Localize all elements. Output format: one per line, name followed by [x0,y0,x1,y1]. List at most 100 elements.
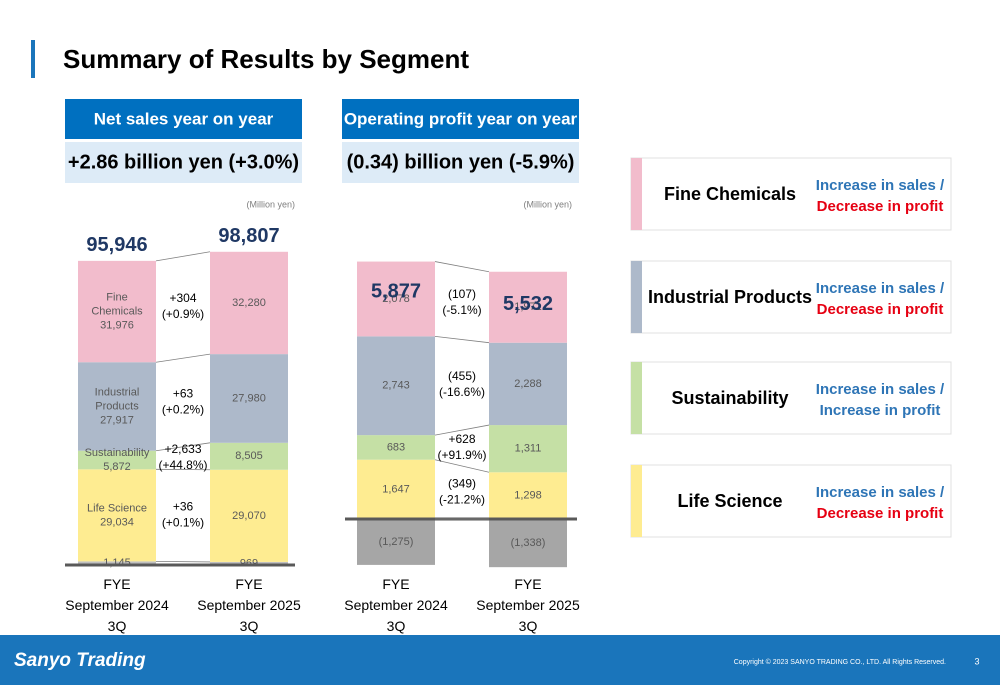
change-annotation: +2,633 (+44.8%) [158,442,207,472]
change-annotation: +304 (+0.9%) [162,291,204,321]
change-annotation: +63 (+0.2%) [162,387,204,417]
segment-value-label: 27,917 [100,414,134,426]
copyright: Copyright © 2023 SANYO TRADING CO., LTD.… [734,658,946,666]
segment-value-label: 1,971 [514,301,542,313]
segment-value-label: 2,288 [514,378,542,390]
page-number: 3 [974,656,979,666]
segment-value-label: 29,070 [232,510,266,522]
segment-value-label: 2,078 [382,293,410,305]
sales-note: Increase in sales / [816,484,945,501]
connector [155,560,211,563]
bar-segment [78,561,156,565]
segment-value-label: 32,280 [232,297,266,309]
segment-value-label: (1,338) [511,537,546,549]
segment-color-strip [631,465,642,537]
connector [434,424,490,436]
bar-segment [210,354,288,443]
bar-segment [78,450,156,470]
bar-segment [78,260,156,363]
bar-segment [78,362,156,451]
segment-panel [630,260,952,334]
segment-value-label: 2,743 [382,380,410,392]
title-accent [31,40,35,78]
summary-box [342,142,579,183]
change-annotation: +628 (+91.9%) [437,432,486,462]
segment-name: Fine Chemicals [91,291,143,317]
change-annotation: (349) (-21.2%) [439,477,485,507]
segment-panel [630,464,952,538]
connector [434,261,490,273]
unit-label: (Million yen) [246,199,295,209]
summary-text: +2.86 billion yen (+3.0%) [68,151,299,173]
bar-segment [489,472,567,519]
connector [155,442,211,452]
unit-label: (Million yen) [523,199,572,209]
profit-note: Decrease in profit [817,198,944,215]
sales-note: Increase in sales / [816,381,945,398]
total-label: 5,877 [371,281,421,303]
segment-color-strip [631,362,642,434]
total-label: 95,946 [86,234,147,256]
segment-color-strip [631,158,642,230]
bar-segment [78,469,156,562]
bar-segment [210,561,288,565]
total-label: 5,532 [503,293,553,315]
connector [434,335,490,344]
change-annotation: (107) (-5.1%) [442,287,481,317]
change-annotation: (455) (-16.6%) [439,369,485,399]
legend-label: Life Science [677,491,782,511]
connector [434,459,490,473]
summary-text: (0.34) billion yen (-5.9%) [347,151,575,173]
bar-segment [357,435,435,460]
segment-value-label: 1,311 [515,443,542,455]
segment-value-label: 5,872 [103,461,131,473]
segment-value-label: 683 [387,441,405,453]
segment-color-strip [631,261,642,333]
total-label: 98,807 [218,225,279,247]
bar-segment [210,442,288,470]
segment-value-label: 31,976 [100,319,134,331]
segment-value-label: 969 [240,557,258,569]
connector [155,353,211,363]
legend-label: Industrial Products [648,287,812,307]
sales-note: Increase in sales / [816,280,945,297]
footer-band [0,635,1000,685]
bar-segment [210,251,288,355]
logo: Sanyo Trading [14,650,146,671]
header-box [342,99,579,139]
bar-segment [357,519,435,565]
segment-value-label: (1,275) [379,536,414,548]
header-box [65,99,302,139]
bar-segment [489,519,567,568]
profit-note: Decrease in profit [817,301,944,318]
x-tick-label: FYE September 2025 3Q [476,576,580,634]
profit-note: Increase in profit [820,402,941,419]
segment-panel [630,361,952,435]
x-tick-label: FYE September 2024 3Q [344,576,448,634]
segment-name: Sustainability [85,447,150,459]
header-text: Operating profit year on year [344,109,578,128]
bar-segment [489,342,567,426]
summary-box [65,142,302,183]
profit-note: Decrease in profit [817,505,944,522]
segment-value-label: 29,034 [100,516,134,528]
connector [155,251,211,262]
bar-segment [357,261,435,337]
bar-segment [489,271,567,343]
x-tick-label: FYE September 2024 3Q [65,576,169,634]
segment-value-label: 1,298 [514,490,542,502]
segment-value-label: 1,647 [382,483,410,495]
segment-value-label: 1,145 [103,557,131,569]
x-tick-label: FYE September 2025 3Q [197,576,301,634]
bar-segment [210,469,288,562]
bar-segment [489,425,567,473]
bar-segment [357,336,435,436]
slide-title: Summary of Results by Segment [63,44,469,74]
change-annotation: +36 (+0.1%) [162,500,204,530]
legend-label: Fine Chemicals [664,184,796,204]
bar-segment [357,459,435,519]
header-text: Net sales year on year [94,109,274,128]
segment-name: Industrial Products [95,386,140,412]
segment-value-label: 8,505 [235,450,263,462]
